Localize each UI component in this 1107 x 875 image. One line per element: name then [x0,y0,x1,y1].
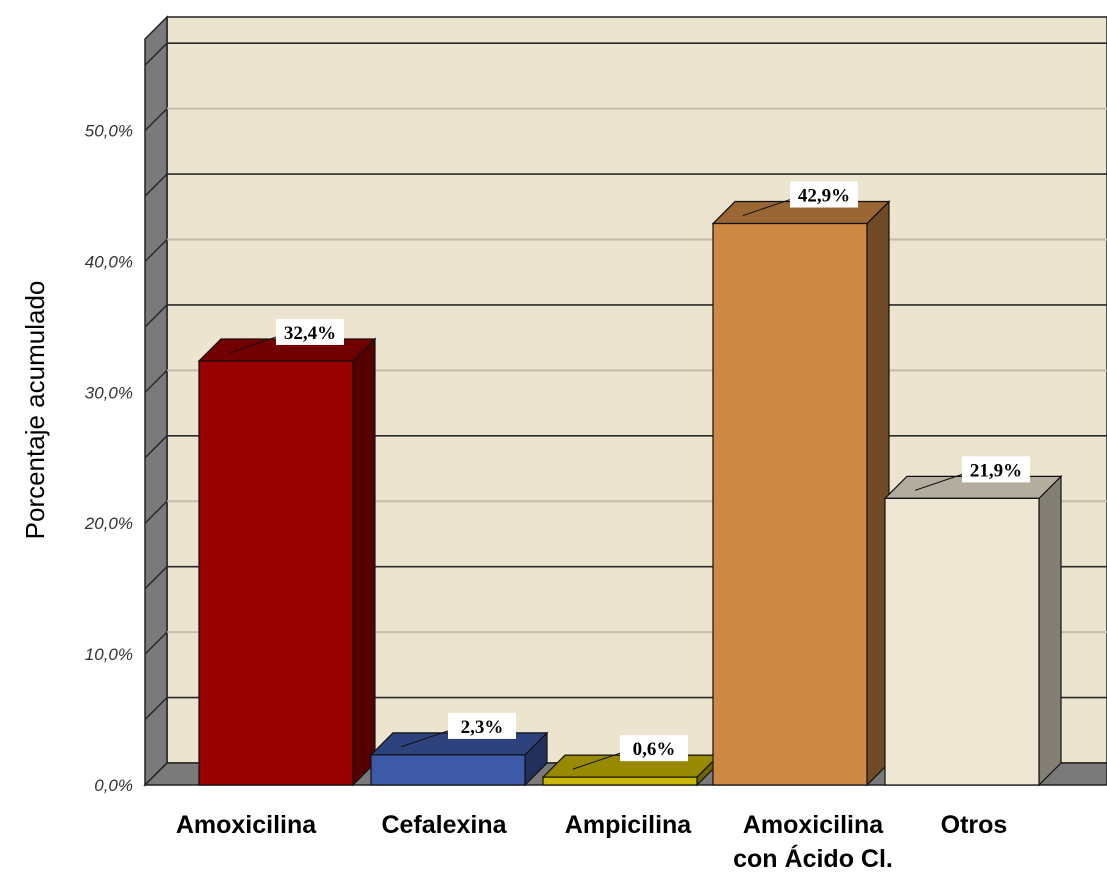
side-wall-tick [144,42,168,66]
data-label: 32,4% [228,318,344,354]
category-labels: Amoxicilina Cefalexina Ampicilina Amoxicili… [176,811,1008,873]
data-label-box [276,318,344,345]
data-label: 0,6% [572,735,688,770]
x-tick-label: Ampicilina [565,811,693,839]
data-label-text: 21,9% [970,460,1022,481]
data-label-box [620,735,688,762]
side-wall-tick [144,566,168,590]
data-label-box [790,181,858,208]
side-wall-tick [144,631,168,655]
data-label-text: 2,3% [461,717,504,738]
bar-front-face [884,497,1040,786]
x-tick-label: Amoxicilina [743,811,884,839]
bar [883,474,1063,787]
y-tick-label: 20,0% [84,514,133,533]
y-axis-label: Porcentaje acumulado [20,281,50,540]
y-tick-label: 40,0% [85,252,133,271]
side-wall-tick [144,304,168,328]
y-tick-label: 50,0% [85,122,133,141]
y-tick-label: 0,0% [94,776,133,795]
bar-front-face [712,222,868,786]
data-label-text: 0,6% [633,739,676,760]
data-label-text: 32,4% [284,323,336,344]
y-tick-label: 10,0% [85,645,133,664]
data-label-leader [742,197,797,217]
y-tick-label: 30,0% [85,383,133,402]
side-wall-tick [144,369,168,393]
x-tick-label: Cefalexina [381,811,507,839]
data-label-text: 42,9% [798,186,850,207]
x-tick-label: Otros [941,811,1008,839]
side-wall-tick [144,435,168,459]
x-tick-label: con Ácido Cl. [733,844,893,873]
bar [711,200,891,787]
bar-front-face [198,360,354,786]
x-tick-label: Amoxicilina [176,811,317,839]
data-label-box [962,456,1030,483]
data-label: 42,9% [742,181,858,217]
side-wall-tick [144,108,168,132]
data-label-leader [572,750,627,770]
data-label-box [448,712,516,739]
side-wall-tick [144,500,168,524]
bar-front-face [542,776,698,786]
bar-front-face [370,754,526,786]
bar [197,337,377,787]
bar-side-face [1038,474,1062,787]
bar [369,731,549,787]
data-label: 21,9% [914,456,1030,491]
data-label-leader [228,334,283,354]
plot-side-wall [144,15,168,787]
bars: 32,4% 2,3% 0,6% 42,9% 21,9% [197,181,1063,787]
side-wall-tick [144,173,168,197]
y-tick-labels: 0,0% 10,0% 20,0% 30,0% 40,0% 50,0% [84,122,133,795]
data-label: 2,3% [400,712,516,748]
side-wall-tick [144,238,168,263]
bar-side-face [352,337,376,787]
data-label-leader [914,471,969,491]
side-wall-tick [144,697,168,721]
data-label-leader [400,728,455,748]
